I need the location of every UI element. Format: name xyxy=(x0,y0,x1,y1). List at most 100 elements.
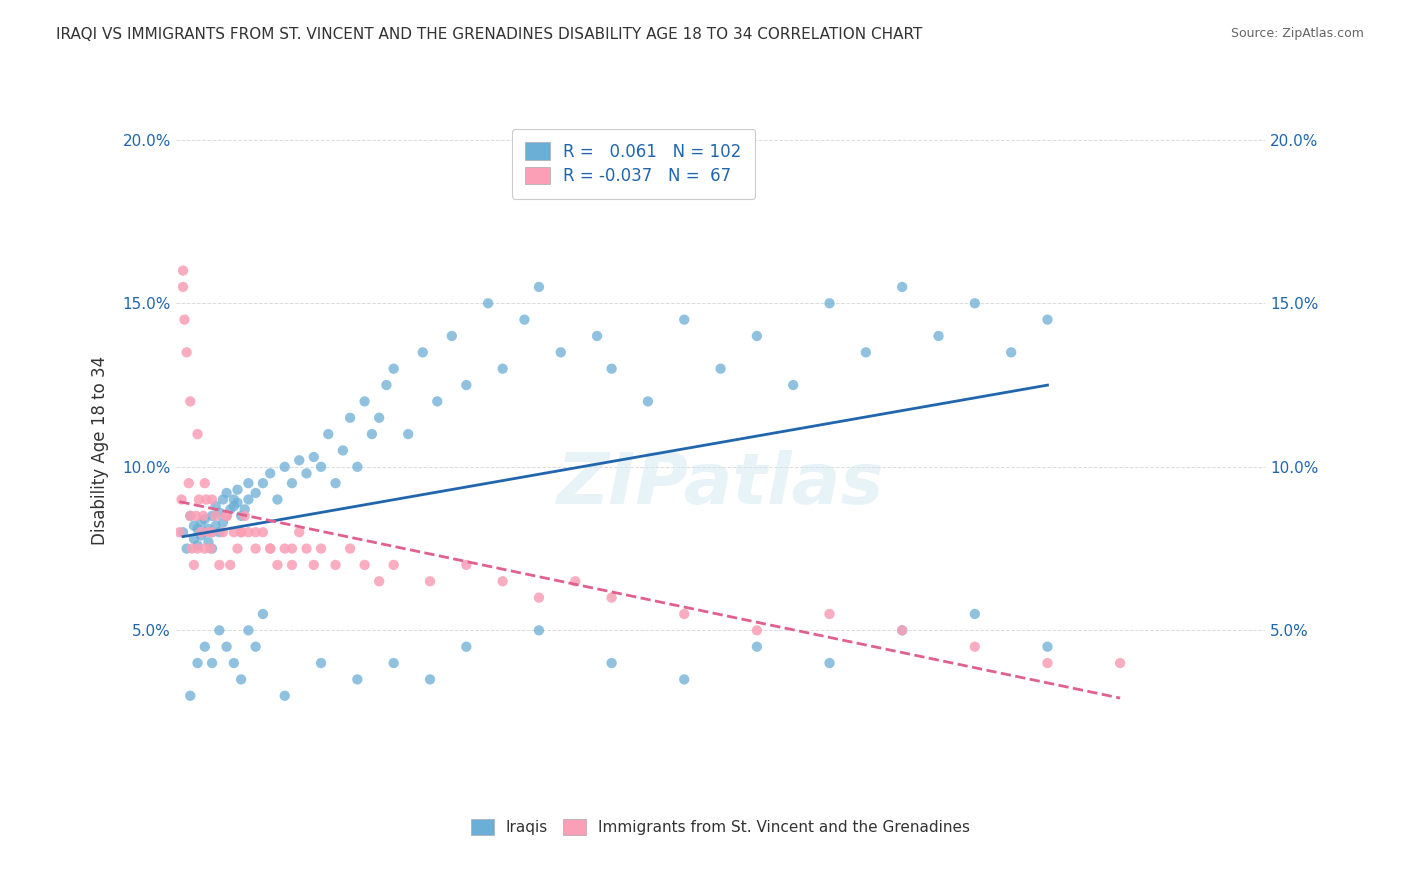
Point xyxy=(222,499,245,513)
Point xyxy=(600,656,623,670)
Point xyxy=(231,673,253,687)
Point xyxy=(226,541,249,556)
Point xyxy=(527,280,550,294)
Point xyxy=(963,296,986,310)
Point xyxy=(238,492,260,507)
Point xyxy=(396,427,419,442)
Point xyxy=(212,516,235,530)
Point xyxy=(745,329,768,343)
Point xyxy=(259,541,281,556)
Point xyxy=(183,518,205,533)
Point xyxy=(204,508,226,523)
Point xyxy=(339,410,361,425)
Point xyxy=(179,394,201,409)
Point xyxy=(440,329,463,343)
Point xyxy=(186,541,209,556)
Point xyxy=(186,427,209,442)
Point xyxy=(1036,656,1059,670)
Point xyxy=(1109,656,1132,670)
Point xyxy=(928,329,950,343)
Point xyxy=(201,656,224,670)
Point xyxy=(673,607,696,621)
Point xyxy=(245,541,267,556)
Point xyxy=(226,496,249,510)
Point xyxy=(190,516,212,530)
Point xyxy=(238,525,260,540)
Point xyxy=(231,525,253,540)
Point xyxy=(346,673,368,687)
Point xyxy=(201,525,224,540)
Point xyxy=(186,522,209,536)
Point xyxy=(426,394,449,409)
Point xyxy=(200,541,222,556)
Point xyxy=(233,508,256,523)
Point xyxy=(855,345,877,359)
Point xyxy=(197,535,219,549)
Point xyxy=(673,312,696,326)
Point xyxy=(1000,345,1022,359)
Text: ZIPatlas: ZIPatlas xyxy=(557,450,884,519)
Point xyxy=(710,361,733,376)
Point xyxy=(172,525,194,540)
Point xyxy=(179,508,201,523)
Point xyxy=(238,624,260,638)
Point xyxy=(194,541,217,556)
Point xyxy=(318,427,340,442)
Point xyxy=(274,541,297,556)
Point xyxy=(600,361,623,376)
Point xyxy=(325,476,347,491)
Point xyxy=(281,558,304,572)
Point xyxy=(673,673,696,687)
Point xyxy=(353,394,375,409)
Point xyxy=(222,525,245,540)
Point xyxy=(173,312,195,326)
Point xyxy=(382,656,405,670)
Point xyxy=(193,508,215,523)
Point xyxy=(212,492,235,507)
Point xyxy=(527,591,550,605)
Point xyxy=(183,558,205,572)
Point xyxy=(600,591,623,605)
Point xyxy=(208,525,231,540)
Point xyxy=(194,640,217,654)
Point xyxy=(745,624,768,638)
Point xyxy=(818,656,841,670)
Point xyxy=(302,450,325,464)
Point xyxy=(332,443,354,458)
Point xyxy=(782,378,804,392)
Point xyxy=(176,541,198,556)
Point xyxy=(201,541,224,556)
Point xyxy=(179,689,201,703)
Point xyxy=(194,476,217,491)
Point xyxy=(177,476,200,491)
Point xyxy=(238,476,260,491)
Point xyxy=(233,502,256,516)
Point xyxy=(492,361,515,376)
Point xyxy=(208,558,231,572)
Point xyxy=(419,673,441,687)
Point xyxy=(252,607,274,621)
Point xyxy=(456,558,478,572)
Point xyxy=(231,508,253,523)
Point xyxy=(266,492,288,507)
Point xyxy=(281,541,304,556)
Point xyxy=(1036,640,1059,654)
Point xyxy=(818,607,841,621)
Point xyxy=(197,525,219,540)
Point xyxy=(215,640,238,654)
Point xyxy=(259,467,281,481)
Point xyxy=(1036,312,1059,326)
Point xyxy=(891,624,914,638)
Point xyxy=(288,525,311,540)
Point xyxy=(891,280,914,294)
Point xyxy=(339,541,361,556)
Point xyxy=(186,656,209,670)
Point xyxy=(346,459,368,474)
Point xyxy=(309,459,332,474)
Point xyxy=(215,508,238,523)
Point xyxy=(188,492,211,507)
Text: IRAQI VS IMMIGRANTS FROM ST. VINCENT AND THE GRENADINES DISABILITY AGE 18 TO 34 : IRAQI VS IMMIGRANTS FROM ST. VINCENT AND… xyxy=(56,27,922,42)
Point xyxy=(891,624,914,638)
Text: Source: ZipAtlas.com: Source: ZipAtlas.com xyxy=(1230,27,1364,40)
Point xyxy=(456,378,478,392)
